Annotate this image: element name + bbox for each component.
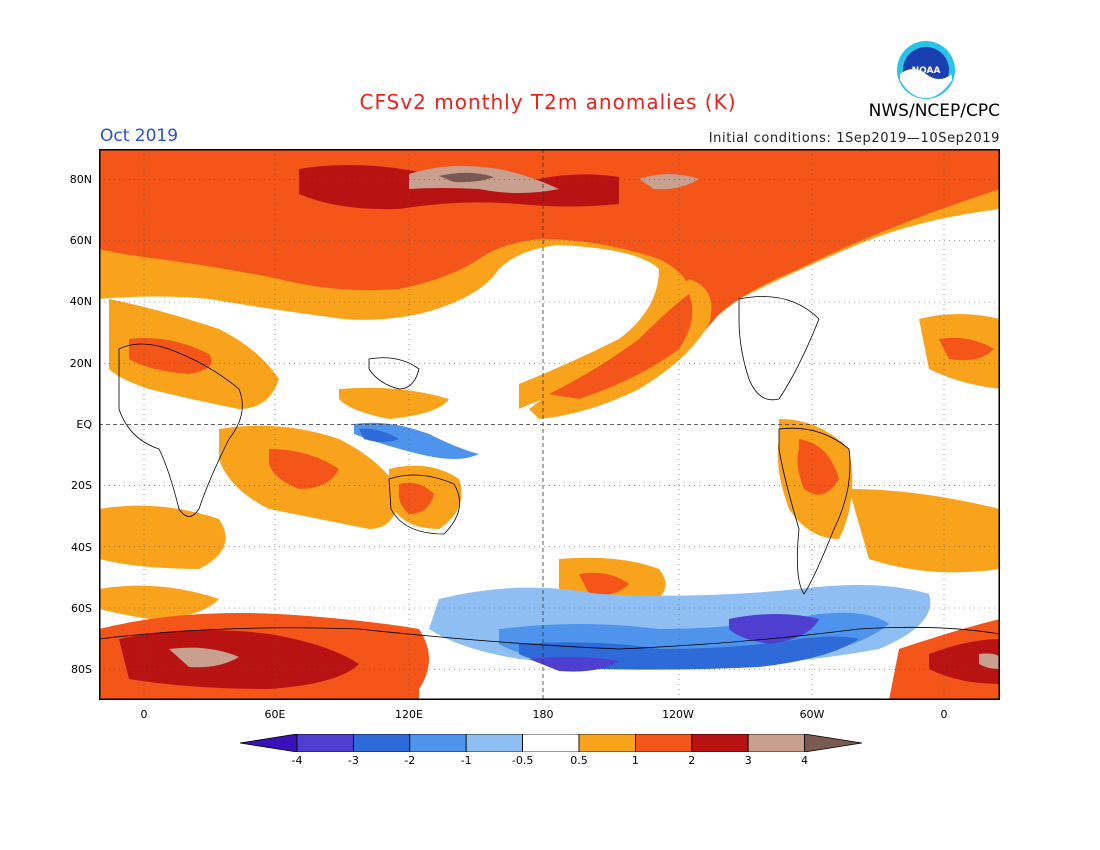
lon-label: 120E [395, 708, 423, 721]
lat-label: 60S [71, 602, 92, 615]
lon-label: 120W [662, 708, 694, 721]
colorbar-segment [691, 734, 749, 752]
colorbar-segment [578, 734, 636, 752]
lat-label: 40N [69, 295, 92, 308]
lat-label: 80S [71, 663, 92, 676]
colorbar-segment [353, 734, 411, 752]
chart-title: CFSv2 monthly T2m anomalies (K) [359, 90, 737, 114]
colorbar-segment [409, 734, 467, 752]
colorbar-segment [296, 734, 354, 752]
agency-label: NWS/NCEP/CPC [868, 101, 1000, 121]
colorbar-label: -2 [404, 754, 416, 767]
colorbar-label: 4 [801, 754, 809, 767]
lat-label: 20N [69, 357, 92, 370]
colorbar-segment [804, 734, 862, 752]
noaa-logo: NOAA [897, 41, 955, 99]
lon-label: 0 [140, 708, 148, 721]
lat-label: 60N [69, 234, 92, 247]
colorbar-label: 2 [688, 754, 696, 767]
colorbar-segment [634, 734, 693, 752]
colorbar-label: -4 [291, 754, 303, 767]
colorbar-label: -0.5 [511, 754, 534, 767]
lon-label: 60W [799, 708, 825, 721]
colorbar-label: 1 [631, 754, 639, 767]
lon-label: 0 [940, 708, 948, 721]
lon-label: 180 [532, 708, 554, 721]
lat-label: 20S [71, 479, 92, 492]
anomaly-map [99, 149, 1000, 700]
lat-label: 80N [69, 173, 92, 186]
valid-month: Oct 2019 [100, 126, 179, 146]
lat-label: 40S [71, 541, 92, 554]
colorbar-segment [747, 734, 806, 752]
svg-text:NOAA: NOAA [912, 66, 941, 76]
colorbar-segment [522, 734, 580, 752]
colorbar-label: -3 [347, 754, 359, 767]
colorbar-label: 3 [744, 754, 752, 767]
colorbar-label: 0.5 [570, 754, 588, 767]
colorbar-segment [465, 734, 523, 752]
colorbar-segment [240, 734, 298, 752]
initial-conditions: Initial conditions: 1Sep2019—10Sep2019 [708, 131, 1000, 146]
lat-label: EQ [76, 418, 92, 431]
colorbar [240, 734, 862, 752]
lon-label: 60E [264, 708, 286, 721]
colorbar-label: -1 [460, 754, 472, 767]
